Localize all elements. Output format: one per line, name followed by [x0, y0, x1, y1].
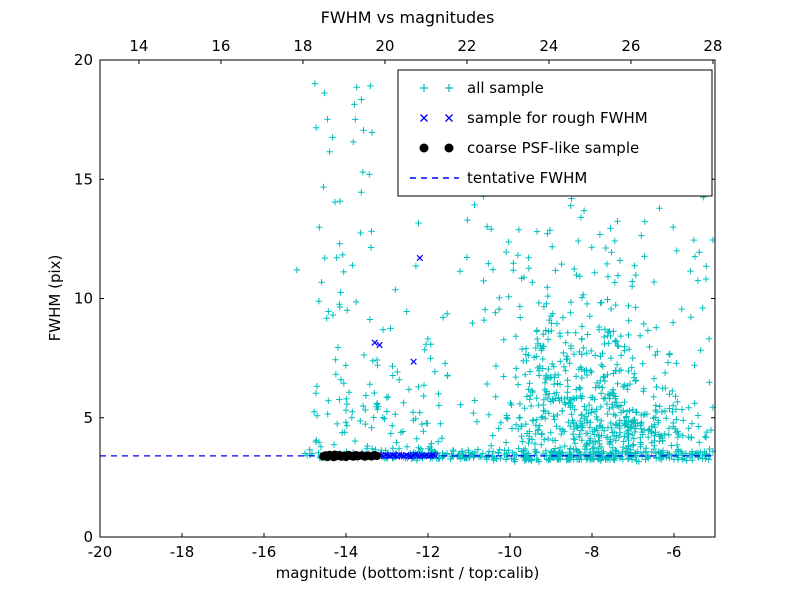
- legend-item-label: tentative FWHM: [467, 169, 587, 187]
- psf-sample-points: [319, 450, 381, 462]
- x-tick-label-bottom: -20: [88, 543, 113, 561]
- tick-labels: -20 -18 -16 -14 -12 -10 -8 -6 14 16 18 20 22 24 26 28 0 5…: [74, 37, 723, 561]
- y-tick-label: 5: [83, 409, 93, 427]
- x-tick-label-bottom: -10: [498, 543, 523, 561]
- legend-plus-marker-icon: [420, 84, 428, 92]
- y-tick-label: 0: [83, 528, 93, 546]
- legend-x-marker-icon: [420, 114, 428, 122]
- legend: all sample sample for rough FWHM coarse PS…: [397, 69, 713, 197]
- x-tick-label-top: 26: [621, 37, 640, 55]
- x-tick-label-bottom: -16: [252, 543, 277, 561]
- x-tick-label-top: 14: [129, 37, 148, 55]
- x-axis-label: magnitude (bottom:isnt / top:calib): [275, 564, 540, 582]
- legend-item: sample for rough FWHM: [420, 109, 648, 127]
- legend-plus-marker-icon: [445, 84, 453, 92]
- rough-fwhm-points: [342, 254, 439, 461]
- x-tick-label-bottom: -12: [416, 543, 441, 561]
- y-tick-label: 15: [74, 170, 93, 188]
- x-tick-label-bottom: -18: [170, 543, 195, 561]
- tick-marks: [99, 59, 715, 538]
- x-tick-label-top: 28: [703, 37, 722, 55]
- legend-x-marker-icon: [445, 114, 453, 122]
- x-tick-label-bottom: -8: [585, 543, 600, 561]
- legend-item-label: sample for rough FWHM: [467, 109, 648, 127]
- x-tick-label-top: 20: [375, 37, 394, 55]
- x-tick-label-top: 18: [293, 37, 312, 55]
- legend-item: all sample: [420, 79, 544, 97]
- x-tick-label-bottom: -6: [667, 543, 682, 561]
- legend-dot-marker-icon: [419, 143, 429, 153]
- chart-title: FWHM vs magnitudes: [320, 8, 495, 27]
- legend-box: [397, 69, 713, 197]
- legend-item-label: all sample: [467, 79, 544, 97]
- legend-dot-marker-icon: [444, 143, 454, 153]
- legend-item-label: coarse PSF-like sample: [467, 139, 639, 157]
- y-tick-label: 20: [74, 51, 93, 69]
- x-tick-label-top: 22: [457, 37, 476, 55]
- x-tick-label-top: 16: [211, 37, 230, 55]
- x-tick-label-bottom: -14: [334, 543, 359, 561]
- legend-item: coarse PSF-like sample: [419, 139, 639, 157]
- x-tick-label-top: 24: [539, 37, 558, 55]
- y-tick-label: 10: [74, 290, 93, 308]
- legend-item: tentative FWHM: [410, 169, 587, 187]
